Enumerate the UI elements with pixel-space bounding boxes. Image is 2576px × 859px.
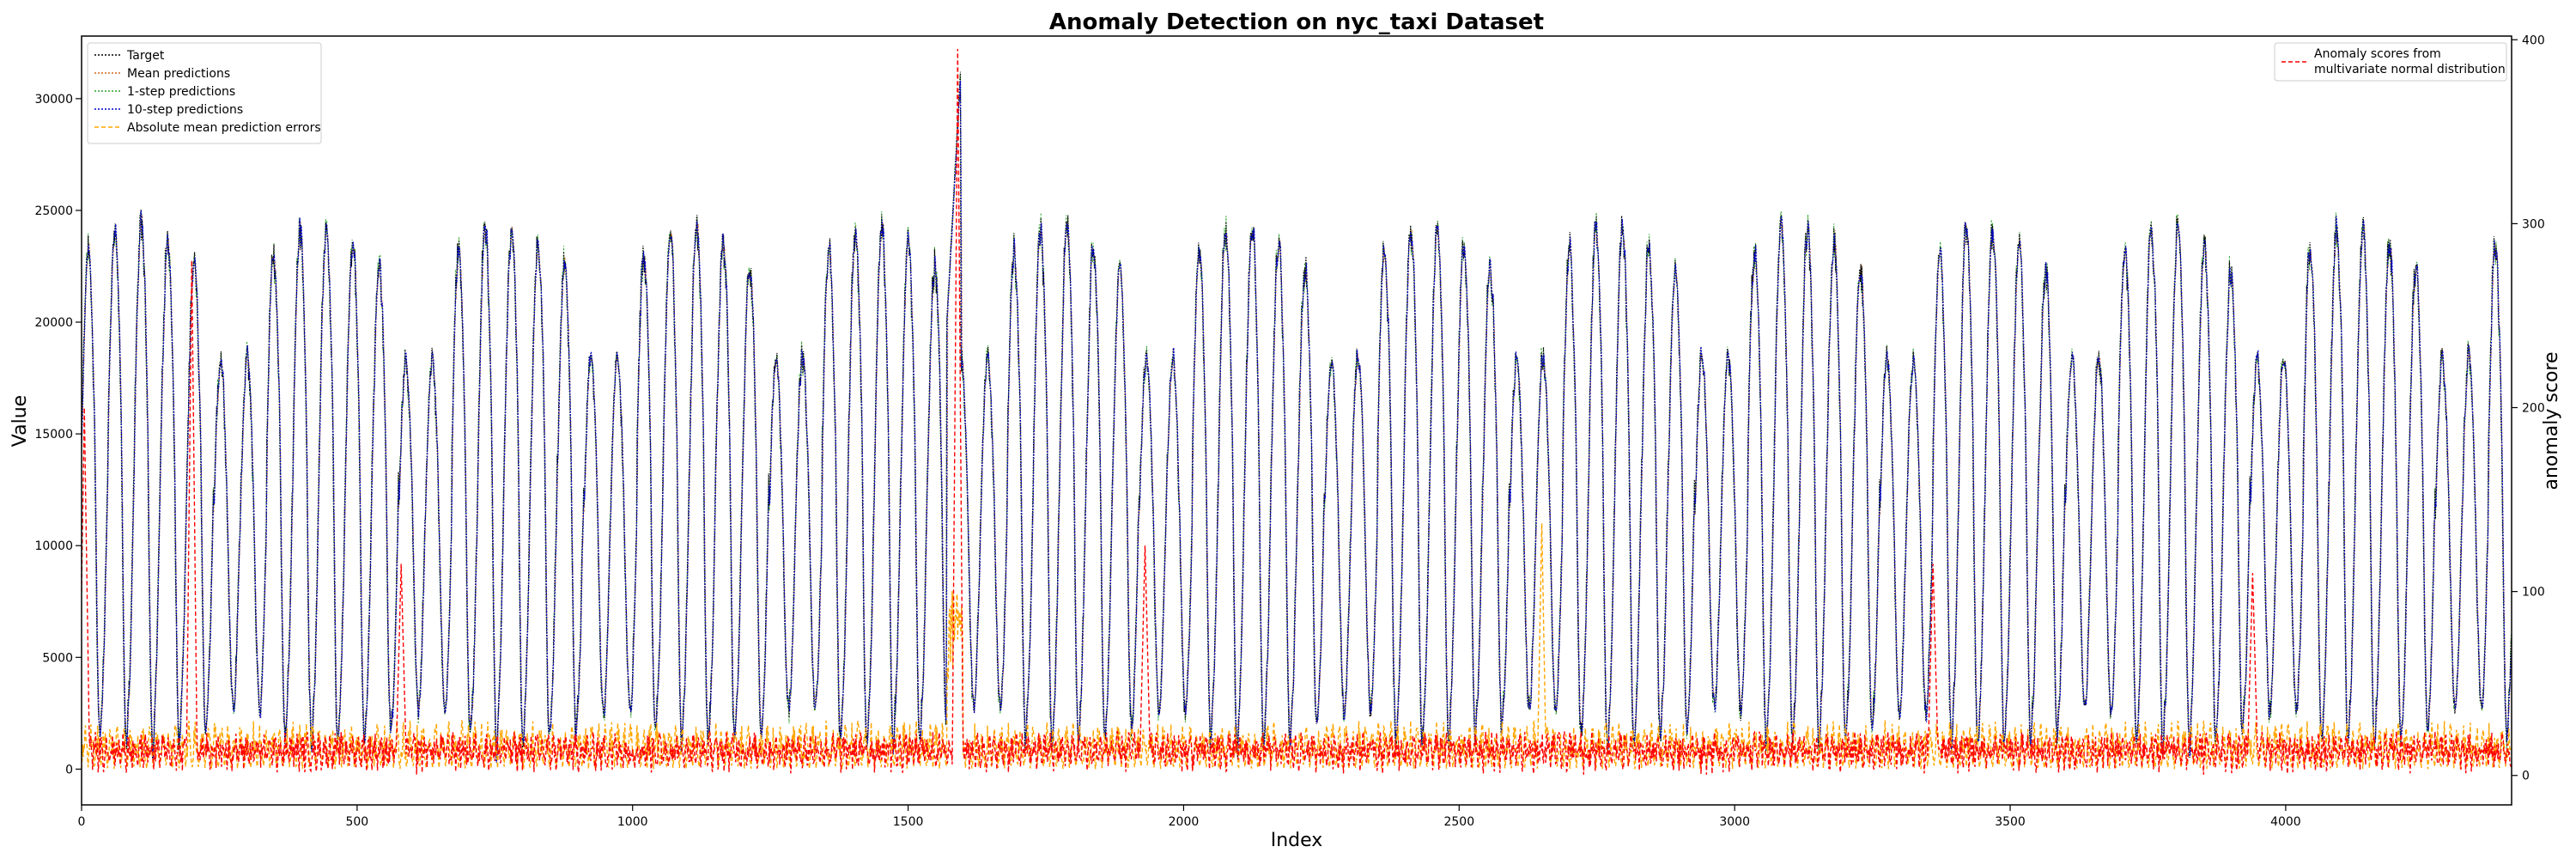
x-tick-label: 500 [345,815,368,829]
y2-tick-label: 300 [2522,217,2545,231]
y-axis-label: Value [9,395,31,447]
x-tick-label: 4000 [2270,815,2301,829]
series-absolute-mean-prediction-errors [82,523,2512,770]
x-tick-label: 3000 [1719,815,1750,829]
legend-right-box [2274,42,2507,82]
chart-title: Anomaly Detection on nyc_taxi Dataset [1049,9,1544,35]
y2-tick-label: 200 [2522,402,2545,416]
series-layer [82,48,2512,775]
plot-frame [81,35,2512,806]
legend-left: Target Mean predictions 1-step predictions… [87,42,322,144]
y-tick-label: 30000 [34,93,73,107]
x-tick-label: 3500 [1995,815,2026,829]
y2-axis-label: anomaly score [2541,351,2562,490]
y2-tick-label: 0 [2522,770,2530,783]
y2-tick-label: 100 [2522,586,2545,600]
axes-layer: 0 500 1000 1500 2000 2500 3000 3500 400005000100… [34,34,2544,829]
legend-left-box [87,42,322,144]
legend-entry-label: Absolute mean prediction errors [127,121,321,135]
legend-entry-label: Anomaly scores from [2314,47,2441,61]
series-10-step-predictions [82,80,2512,763]
legend-entry-label: 1-step predictions [127,85,235,99]
x-tick-label: 2000 [1169,815,1200,829]
y-tick-label: 0 [65,763,73,777]
legend-entry-label: 10-step predictions [127,103,243,117]
legend-entry-label: Mean predictions [127,67,230,81]
y-tick-label: 20000 [34,316,73,330]
legend-right: Anomaly scores from multivariate normal d… [2274,42,2507,82]
y-tick-label: 15000 [34,428,73,442]
x-tick-label: 2500 [1443,815,1474,829]
legend-entry-label: multivariate normal distribution [2314,63,2506,76]
x-tick-label: 1500 [893,815,924,829]
series-anomaly-scores [82,48,2512,775]
y2-tick-label: 400 [2522,34,2545,47]
x-tick-label: 1000 [617,815,648,829]
y-tick-label: 10000 [34,539,73,553]
y-tick-label: 25000 [34,204,73,218]
legend-entry-label: Target [126,49,165,63]
x-tick-label: 0 [78,815,86,829]
x-axis-label: Index [1271,830,1323,851]
y-tick-label: 5000 [42,651,73,665]
